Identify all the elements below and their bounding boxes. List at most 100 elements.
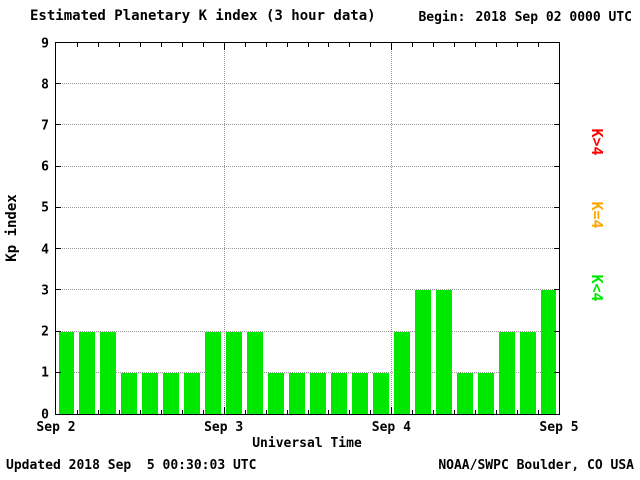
x-tick-mark — [265, 43, 267, 47]
y-tick-mark — [554, 83, 559, 85]
x-axis-title: Universal Time — [252, 436, 362, 451]
kp-bar — [393, 331, 410, 414]
y-tick-mark — [554, 289, 559, 291]
y-tick-mark — [56, 165, 61, 167]
x-tick-mark — [181, 410, 183, 414]
kp-bar — [163, 372, 180, 414]
x-tick-mark — [181, 43, 183, 47]
x-tick-mark — [160, 43, 162, 47]
h-gridline — [56, 248, 559, 250]
y-tick-mark — [56, 124, 61, 126]
x-tick-mark — [307, 43, 309, 47]
x-tick-mark — [76, 410, 78, 414]
kp-bar — [289, 372, 305, 414]
x-tick-mark — [412, 43, 414, 47]
x-tick-mark — [517, 410, 519, 414]
h-gridline — [56, 289, 559, 291]
kp-bar — [268, 372, 285, 414]
begin-value: 2018 Sep 02 0000 UTC — [475, 10, 632, 25]
x-tick-mark — [454, 410, 456, 414]
x-tick-mark — [223, 407, 225, 414]
y-tick-label: 3 — [41, 283, 49, 299]
x-tick-label: Sep 3 — [204, 420, 244, 435]
y-tick-mark — [554, 330, 559, 332]
x-tick-mark — [328, 410, 330, 414]
x-tick-label: Sep 4 — [371, 420, 411, 435]
y-tick-label: 9 — [41, 36, 49, 51]
y-tick-mark — [56, 83, 61, 85]
kp-bar — [226, 331, 243, 414]
legend-item: K=4 — [588, 201, 606, 229]
x-tick-mark — [496, 43, 498, 47]
x-tick-mark — [349, 410, 351, 414]
x-tick-mark — [328, 43, 330, 47]
kp-bar — [498, 331, 515, 414]
kp-bar — [310, 372, 326, 414]
h-gridline — [56, 330, 559, 332]
kp-bar — [100, 331, 117, 414]
y-tick-mark — [554, 206, 559, 208]
h-gridline — [56, 206, 559, 208]
x-tick-mark — [433, 43, 435, 47]
kp-bar — [142, 372, 159, 414]
y-tick-label: 2 — [41, 324, 49, 340]
y-tick-label: 1 — [41, 365, 49, 381]
x-tick-mark — [391, 43, 393, 50]
kp-bar — [184, 372, 201, 414]
x-tick-mark — [496, 410, 498, 414]
y-tick-mark — [554, 248, 559, 250]
y-tick-mark — [554, 124, 559, 126]
v-gridline — [391, 43, 393, 414]
x-tick-mark — [349, 43, 351, 47]
source-attribution: NOAA/SWPC Boulder, CO USA — [438, 458, 634, 473]
x-tick-mark — [412, 410, 414, 414]
x-tick-mark — [244, 43, 246, 47]
kp-bar — [247, 331, 264, 414]
x-tick-mark — [475, 43, 477, 47]
y-tick-mark — [56, 371, 61, 373]
kp-bar — [79, 331, 96, 414]
legend-item: K>4 — [588, 128, 606, 156]
x-tick-mark — [517, 43, 519, 47]
kp-bar — [414, 290, 431, 414]
x-tick-mark — [370, 43, 372, 47]
begin-label: Begin: — [418, 10, 466, 25]
x-tick-mark — [202, 43, 204, 47]
x-tick-mark — [286, 410, 288, 414]
kp-bar — [58, 331, 75, 414]
h-gridline — [56, 165, 559, 167]
y-tick-label: 8 — [41, 77, 49, 93]
x-tick-mark — [139, 43, 141, 47]
y-tick-label: 5 — [41, 200, 49, 216]
x-tick-mark — [286, 43, 288, 47]
x-tick-mark — [76, 43, 78, 47]
begin-time: Begin: 2018 Sep 02 0000 UTC — [418, 10, 632, 25]
y-tick-mark — [56, 289, 61, 291]
y-tick-label: 4 — [41, 242, 49, 258]
x-tick-mark — [202, 410, 204, 414]
y-tick-label: 0 — [41, 407, 49, 422]
x-tick-mark — [538, 410, 540, 414]
updated-timestamp: Updated 2018 Sep 5 00:30:03 UTC — [6, 458, 257, 473]
x-tick-mark — [244, 410, 246, 414]
y-tick-mark — [56, 248, 61, 250]
y-tick-mark — [554, 371, 559, 373]
x-tick-mark — [307, 410, 309, 414]
x-tick-mark — [97, 43, 99, 47]
x-tick-mark — [538, 43, 540, 47]
plot-area: 0 1 2 3 4 5 6 7 8 9 Sep 2 Sep 3 Sep 4 Sep 5 — [36, 36, 578, 435]
kp-bar — [330, 372, 347, 414]
y-tick-mark — [56, 206, 61, 208]
h-gridline — [56, 371, 559, 373]
kp-bar — [477, 372, 494, 414]
x-tick-mark — [370, 410, 372, 414]
x-tick-label: Sep 2 — [36, 420, 76, 435]
x-tick-mark — [160, 410, 162, 414]
y-tick-label: 6 — [41, 159, 49, 175]
chart-title: Estimated Planetary K index (3 hour data… — [30, 8, 376, 24]
v-gridline — [223, 43, 225, 414]
y-tick-label: 7 — [41, 118, 49, 134]
y-axis-title: Kp index — [4, 194, 20, 262]
y-tick-mark — [56, 330, 61, 332]
